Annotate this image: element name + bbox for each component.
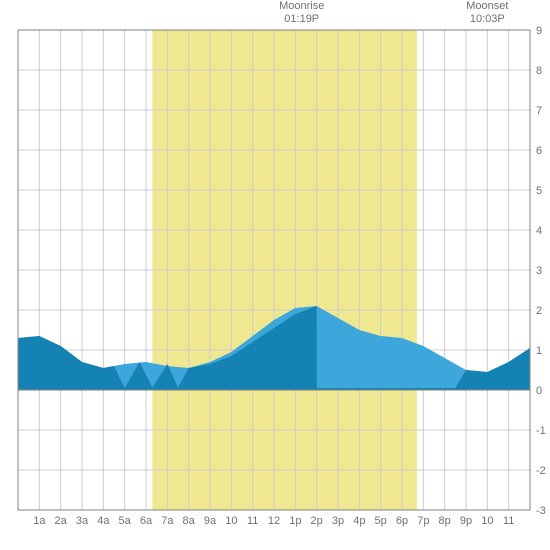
xtick-label: 11: [503, 515, 514, 527]
moonset-time: 10:03P: [457, 13, 517, 26]
xtick-label: 3p: [332, 515, 344, 527]
xtick-label: 7p: [417, 515, 429, 527]
xtick-label: 10: [225, 515, 237, 527]
xtick-label: 2a: [55, 515, 68, 527]
xtick-label: 5p: [375, 515, 387, 527]
xtick-label: 7a: [161, 515, 174, 527]
ytick-label: 2: [536, 305, 542, 317]
moonrise-title: Moonrise: [272, 0, 332, 13]
moonrise-label: Moonrise 01:19P: [272, 0, 332, 26]
ytick-label: 7: [536, 105, 542, 117]
ytick-label: 9: [536, 25, 542, 37]
moonset-title: Moonset: [457, 0, 517, 13]
ytick-label: 1: [536, 345, 542, 357]
moonset-label: Moonset 10:03P: [457, 0, 517, 26]
xtick-label: 8p: [439, 515, 451, 527]
xtick-label: 10: [481, 515, 493, 527]
xtick-label: 1a: [33, 515, 46, 527]
xtick-label: 4p: [353, 515, 365, 527]
chart-svg: -3-2-101234567891a2a3a4a5a6a7a8a9a101112…: [0, 0, 550, 550]
xtick-label: 6a: [140, 515, 153, 527]
xtick-label: 12: [268, 515, 280, 527]
moonrise-time: 01:19P: [272, 13, 332, 26]
xtick-label: 3a: [76, 515, 89, 527]
ytick-label: 3: [536, 265, 542, 277]
ytick-label: -1: [536, 425, 546, 437]
xtick-label: 1p: [289, 515, 301, 527]
tide-chart: Moonrise 01:19P Moonset 10:03P -3-2-1012…: [0, 0, 550, 550]
xtick-label: 8a: [183, 515, 196, 527]
xtick-label: 6p: [396, 515, 408, 527]
ytick-label: 0: [536, 385, 542, 397]
ytick-label: 4: [536, 225, 542, 237]
ytick-label: 6: [536, 145, 542, 157]
xtick-label: 11: [247, 515, 258, 527]
xtick-label: 9p: [460, 515, 472, 527]
ytick-label: 8: [536, 65, 542, 77]
xtick-label: 2p: [311, 515, 323, 527]
xtick-label: 4a: [97, 515, 110, 527]
ytick-label: 5: [536, 185, 542, 197]
ytick-label: -2: [536, 465, 546, 477]
ytick-label: -3: [536, 505, 546, 517]
xtick-label: 9a: [204, 515, 217, 527]
xtick-label: 5a: [119, 515, 132, 527]
